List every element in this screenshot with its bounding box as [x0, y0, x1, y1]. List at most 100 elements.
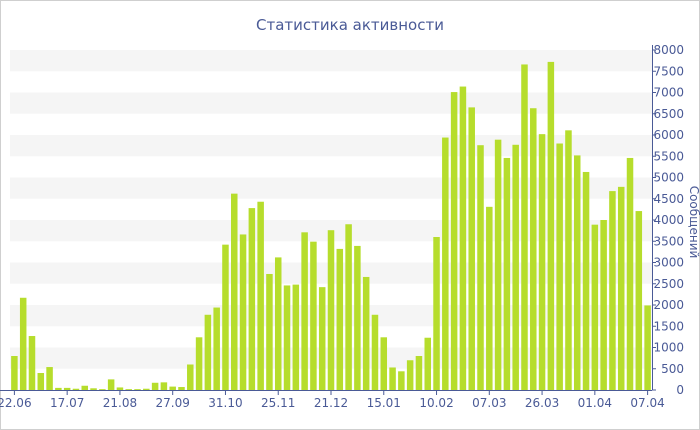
x-tick-label: 07.03	[472, 396, 506, 410]
x-tick-label: 21.08	[103, 396, 137, 410]
chart-title: Статистика активности	[256, 16, 444, 34]
bar	[63, 387, 71, 391]
bar	[11, 356, 18, 390]
bar	[591, 224, 599, 390]
bar	[327, 230, 335, 390]
bar	[55, 387, 62, 391]
grid-band	[10, 50, 652, 72]
bar	[556, 143, 563, 390]
bar	[310, 241, 317, 390]
bar	[617, 186, 625, 390]
bar	[609, 191, 616, 390]
bar	[266, 273, 273, 390]
bar	[99, 389, 106, 390]
y-tick-label: 0	[676, 383, 684, 397]
x-tick-label: 31.10	[208, 396, 242, 410]
bar	[380, 337, 388, 390]
x-tick-label: 22.06	[0, 396, 32, 410]
y-tick-label: 500	[661, 362, 684, 376]
bar	[530, 108, 537, 390]
bar	[257, 201, 264, 390]
bar	[37, 373, 45, 390]
y-tick-label: 2500	[653, 277, 684, 291]
bar	[274, 257, 282, 390]
bars	[11, 61, 651, 391]
bar	[582, 171, 590, 390]
bar	[292, 284, 300, 390]
bar	[644, 305, 651, 390]
x-tick-label: 15.01	[367, 396, 401, 410]
bar	[354, 245, 361, 390]
bar	[345, 224, 352, 390]
bar	[362, 276, 370, 390]
x-tick-label: 26.03	[525, 396, 559, 410]
y-tick-label: 8000	[653, 43, 684, 57]
bar	[160, 382, 168, 390]
x-tick-label: 27.09	[156, 396, 190, 410]
bar	[143, 388, 150, 390]
x-tick-label: 10.02	[419, 396, 453, 410]
grid-band	[10, 135, 652, 157]
bar	[248, 208, 256, 390]
bar	[187, 364, 194, 390]
bar	[635, 211, 643, 390]
bar	[486, 206, 493, 390]
y-tick-label: 3000	[653, 256, 684, 270]
bar	[477, 145, 484, 390]
bar	[450, 92, 458, 390]
bar	[239, 234, 247, 390]
bar	[565, 130, 572, 390]
bar	[28, 336, 36, 390]
bar	[398, 371, 405, 390]
x-tick-label: 25.11	[261, 396, 295, 410]
x-tick-label: 17.07	[50, 396, 84, 410]
y-tick-label: 4500	[653, 192, 684, 206]
y-tick-label: 6000	[653, 128, 684, 142]
bar	[318, 287, 326, 390]
y-tick-label: 7500	[653, 64, 684, 78]
x-axis: 22.06 17.07 21.08 27.09 31.10 25.11 21.12 15.01…	[0, 390, 665, 410]
y-tick-label: 4000	[653, 213, 684, 227]
x-tick-label: 07.04	[630, 396, 664, 410]
y-axis-label: Сообщений	[687, 186, 700, 259]
bar	[389, 367, 396, 390]
bar	[512, 144, 519, 390]
y-tick-label: 2000	[653, 298, 684, 312]
y-tick-label: 7000	[653, 86, 684, 100]
bar	[134, 389, 141, 390]
y-tick-label: 6500	[653, 107, 684, 121]
bar	[468, 107, 475, 391]
bar	[231, 193, 238, 390]
bar	[538, 134, 546, 390]
x-tick-label: 01.04	[578, 396, 612, 410]
bar	[600, 220, 607, 390]
bar	[81, 385, 89, 390]
bar	[204, 314, 212, 390]
bar	[547, 61, 555, 391]
bar	[222, 244, 229, 390]
bar	[521, 64, 528, 390]
bar	[442, 137, 449, 390]
bar	[107, 379, 115, 391]
x-tick-label: 21.12	[314, 396, 348, 410]
y-tick-label: 5500	[653, 149, 684, 163]
bar	[626, 157, 634, 390]
y-axis: 0 500 1000 1500 2000 2500 3000 3500 4000 4500 5000…	[652, 43, 684, 397]
bar	[178, 387, 185, 390]
y-tick-label: 1000	[653, 341, 684, 355]
bar	[169, 386, 176, 390]
bar	[90, 388, 97, 390]
bar	[151, 382, 159, 390]
grid-band	[10, 92, 652, 114]
bar	[573, 155, 581, 390]
bar	[433, 237, 440, 390]
bar	[424, 337, 431, 390]
y-tick-label: 5000	[653, 171, 684, 185]
bar	[406, 360, 414, 390]
bar	[494, 139, 502, 390]
bar	[301, 232, 308, 390]
y-tick-label: 1500	[653, 319, 684, 333]
bar	[116, 387, 124, 390]
bar	[283, 285, 291, 390]
